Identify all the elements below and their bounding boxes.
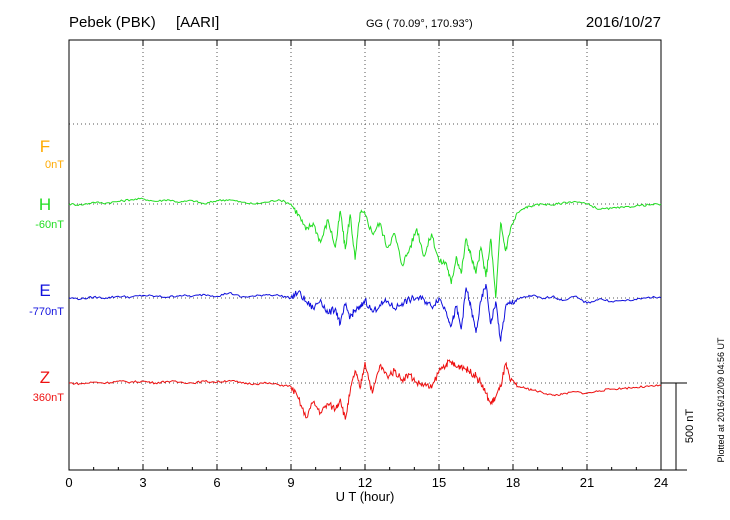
- station-title: Pebek (PBK): [69, 14, 156, 31]
- component-label-z: Z: [40, 368, 50, 387]
- x-tick-label: 3: [139, 475, 146, 490]
- x-tick-label: 15: [432, 475, 446, 490]
- x-tick-label: 18: [506, 475, 520, 490]
- x-tick-label: 9: [287, 475, 294, 490]
- chart-date: 2016/10/27: [586, 14, 661, 31]
- baseline-label-e: -770nT: [29, 306, 64, 318]
- baseline-label-h: -60nT: [35, 219, 64, 231]
- x-tick-label: 6: [213, 475, 220, 490]
- scale-bar-label: 500 nT: [684, 409, 696, 444]
- scale-bar: [661, 382, 687, 471]
- plotted-at-note: Plotted at 2016/12/09 04:56 UT: [716, 337, 726, 463]
- component-label-f: F: [40, 137, 50, 156]
- x-tick-label: 21: [580, 475, 594, 490]
- grid: [69, 40, 661, 470]
- trace-h: [68, 197, 662, 299]
- x-axis-title: U T (hour): [336, 489, 395, 504]
- trace-e: [68, 284, 662, 342]
- geographic-coords: GG ( 70.09°, 170.93°): [366, 18, 473, 30]
- x-axis: 0 3 6 9 12 15 18 21 24: [65, 40, 668, 490]
- x-tick-label: 24: [654, 475, 668, 490]
- baseline-label-f: 0nT: [45, 159, 64, 171]
- trace-z: [68, 359, 662, 420]
- component-label-e: E: [39, 281, 50, 300]
- baseline-label-z: 360nT: [33, 392, 64, 404]
- x-tick-label: 12: [358, 475, 372, 490]
- component-label-h: H: [39, 195, 51, 214]
- observatory-code: [AARI]: [176, 14, 219, 31]
- traces: [68, 197, 662, 420]
- component-labels: F 0nT H -60nT E -770nT Z 360nT: [29, 137, 64, 404]
- x-tick-label: 0: [65, 475, 72, 490]
